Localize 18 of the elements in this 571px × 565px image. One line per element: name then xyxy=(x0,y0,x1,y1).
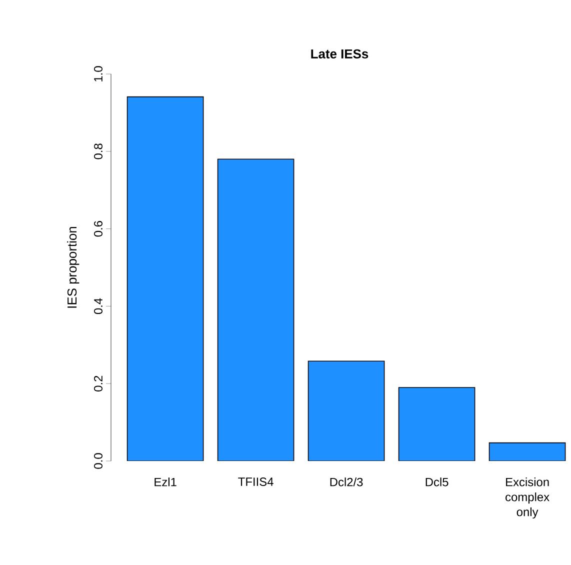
y-tick-label: 0.8 xyxy=(94,144,102,160)
x-tick-label: Ezl1 xyxy=(154,478,176,486)
bar xyxy=(218,159,294,461)
y-tick-label: 0.2 xyxy=(94,376,102,392)
bar xyxy=(127,96,204,461)
y-tick-label: 0.0 xyxy=(94,453,102,469)
y-tick-label: 1.0 xyxy=(94,66,102,82)
bar xyxy=(488,442,566,461)
chart-title: Late IESs xyxy=(311,49,368,58)
x-tick-label: Excision complex only xyxy=(506,478,550,519)
y-tick-label: 0.6 xyxy=(94,221,102,237)
x-tick-label: TFIIS4 xyxy=(238,478,274,486)
y-tick-label: 0.4 xyxy=(94,298,102,314)
x-tick-label: Dcl2/3 xyxy=(330,478,363,486)
bar xyxy=(308,361,384,461)
y-axis-title: IES proportion xyxy=(67,226,80,308)
bar xyxy=(398,387,475,461)
x-tick-label: Dcl5 xyxy=(426,478,448,486)
